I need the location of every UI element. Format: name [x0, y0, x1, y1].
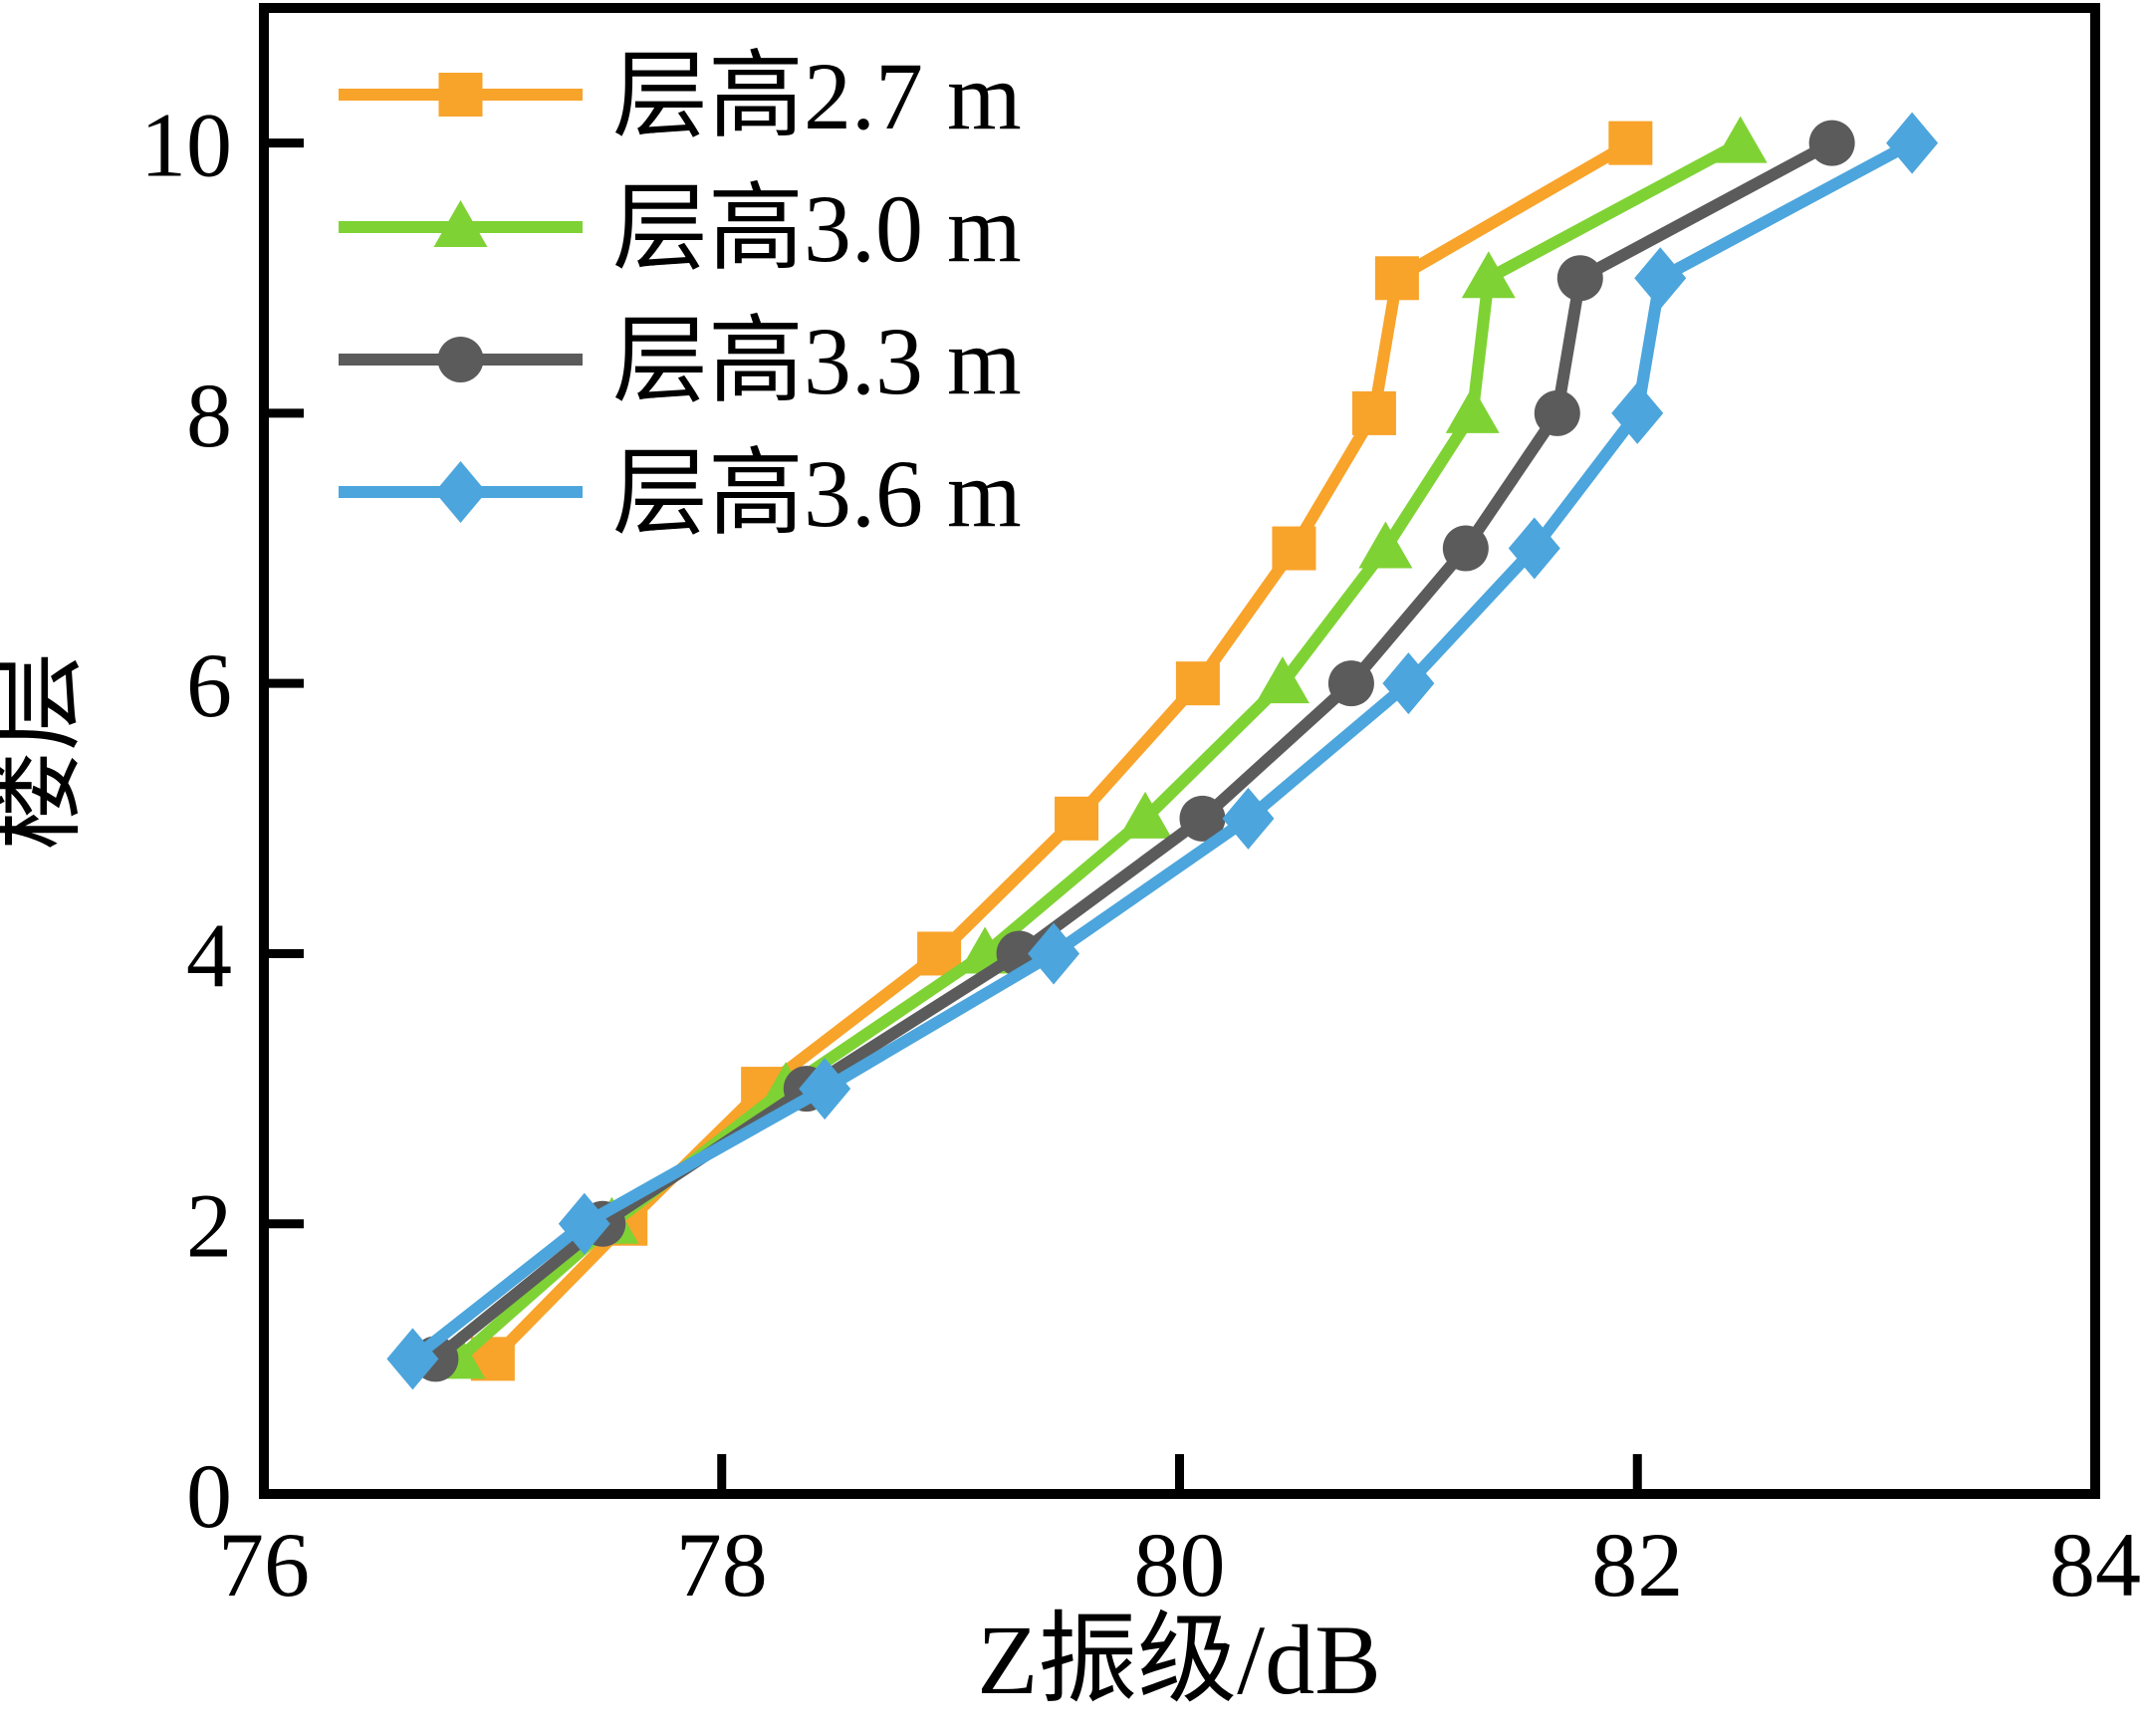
legend-item-label-2: 层高3.3 m — [612, 308, 1022, 414]
y-axis-title: 楼层 — [0, 651, 92, 851]
series-3-diamond-marker — [1382, 652, 1435, 715]
x-axis-title: Z振级/dB — [977, 1605, 1381, 1715]
series-0-square-marker — [1608, 121, 1653, 165]
y-tick-label: 8 — [186, 365, 232, 466]
y-tick-label: 4 — [186, 904, 232, 1006]
series-3-diamond-marker — [1508, 517, 1560, 580]
series-0-square-marker — [1351, 390, 1396, 435]
series-3-diamond-marker — [1028, 922, 1080, 985]
legend-item-label-1: 层高3.0 m — [612, 175, 1022, 282]
series-line-3 — [406, 136, 1919, 1365]
x-tick-label: 84 — [2049, 1514, 2141, 1615]
series-3-diamond-marker — [386, 1328, 439, 1390]
series-3-diamond-marker — [1611, 381, 1664, 444]
series-1-triangle-marker — [1713, 116, 1768, 163]
series-0-square-marker — [1175, 661, 1220, 706]
series-3-diamond-marker — [1886, 112, 1939, 174]
series-2-circle-marker — [1179, 795, 1226, 842]
legend-1-triangle-marker — [433, 200, 488, 247]
legend-item-label-0: 层高2.7 m — [612, 43, 1022, 149]
plot-area: 76 78 80 82 84 0 2 4 6 8 10 层高2.7 m 层高3.0 m 层高3.3 m 层高… — [140, 3, 2141, 1615]
series-3-diamond-marker — [558, 1192, 610, 1255]
x-tick-label: 82 — [1591, 1514, 1683, 1615]
x-tick-label: 76 — [218, 1514, 310, 1615]
plot-border — [259, 3, 2100, 1499]
legend-2-circle-marker — [437, 337, 484, 382]
series-0-square-marker — [1055, 796, 1099, 841]
legend-3-diamond-marker — [434, 461, 487, 523]
series-2-circle-marker — [1442, 525, 1489, 572]
series-2-circle-marker — [1808, 120, 1855, 166]
y-tick-label: 10 — [140, 95, 232, 196]
series-1-triangle-marker — [1358, 521, 1413, 569]
x-tick-label: 78 — [676, 1514, 768, 1615]
y-tick-label: 6 — [186, 634, 232, 736]
series-1-triangle-marker — [1255, 656, 1310, 704]
y-tick-label: 0 — [186, 1445, 232, 1547]
series-0-square-marker — [1374, 256, 1419, 301]
legend-item-label-3: 层高3.6 m — [612, 440, 1022, 547]
series-3-diamond-marker — [1222, 787, 1275, 850]
series-3-diamond-marker — [1634, 247, 1687, 310]
series-1-triangle-marker — [1461, 251, 1516, 299]
series-2-circle-marker — [1534, 389, 1580, 436]
series-2-circle-marker — [1327, 660, 1374, 707]
series-2-circle-marker — [1556, 255, 1603, 302]
series-3-diamond-marker — [799, 1058, 851, 1120]
legend-0-square-marker — [438, 73, 483, 117]
series-1-triangle-marker — [1445, 385, 1500, 433]
series-1-triangle-marker — [1118, 791, 1173, 839]
y-tick-label: 2 — [186, 1175, 232, 1277]
x-tick-label: 80 — [1134, 1514, 1226, 1615]
series-0-square-marker — [1272, 526, 1316, 571]
